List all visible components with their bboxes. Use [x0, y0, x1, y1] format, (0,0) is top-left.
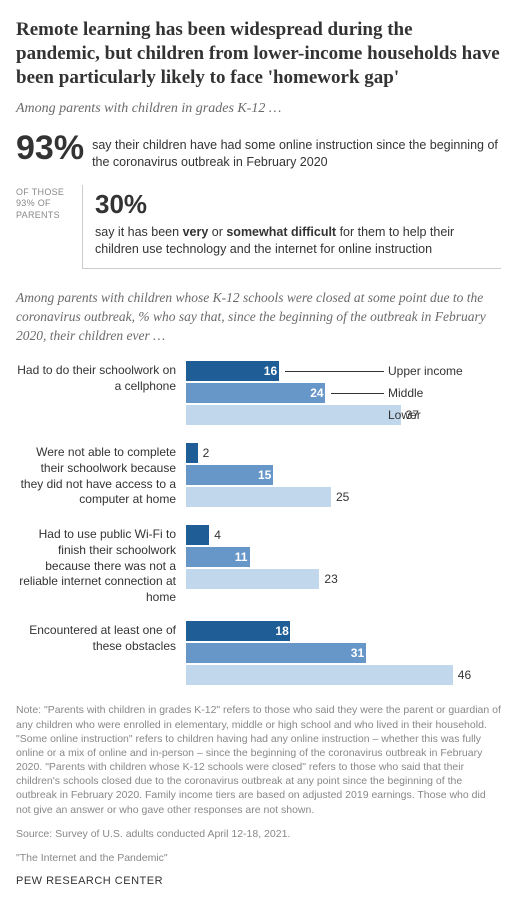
- bar-value: 25: [336, 490, 349, 504]
- bar-row: 4: [186, 525, 501, 545]
- bar-value: 18: [275, 624, 288, 638]
- stat-93-block: 93% say their children have had some onl…: [16, 131, 501, 171]
- bar-row: 18: [186, 621, 501, 641]
- bar-middle: [186, 383, 325, 403]
- project-text: "The Internet and the Pandemic": [16, 851, 501, 865]
- stat-30-block: OF THOSE 93% OF PARENTS 30% say it has b…: [16, 185, 501, 269]
- bar-value: 16: [264, 364, 277, 378]
- group-label: Encountered at least one of these obstac…: [16, 621, 186, 654]
- bar-lower: [186, 405, 401, 425]
- chart-intro: Among parents with children whose K-12 s…: [16, 289, 501, 346]
- bar-middle: [186, 643, 366, 663]
- subtitle: Among parents with children in grades K-…: [16, 101, 501, 117]
- stat-30-desc: say it has been very or somewhat difficu…: [95, 224, 501, 258]
- bar-row: 37Lower: [186, 405, 501, 425]
- bar-value: 23: [324, 572, 337, 586]
- legend-label-middle: Middle: [388, 386, 423, 400]
- bars-column: 4 11 23: [186, 525, 501, 591]
- bar-value: 31: [351, 646, 364, 660]
- bar-value: 46: [458, 668, 471, 682]
- bar-row: 46: [186, 665, 501, 685]
- legend-label-lower: Lower: [388, 408, 421, 422]
- bar-chart: Had to do their schoolwork on a cellphon…: [16, 361, 501, 687]
- chart-group: Had to use public Wi-Fi to finish their …: [16, 525, 501, 605]
- bar-lower: [186, 569, 319, 589]
- group-label: Had to do their schoolwork on a cellphon…: [16, 361, 186, 394]
- footer-org: PEW RESEARCH CENTER: [16, 875, 501, 887]
- bar-row: 25: [186, 487, 501, 507]
- bar-value: 4: [214, 528, 221, 542]
- bar-value: 15: [258, 468, 271, 482]
- note-text: Note: "Parents with children in grades K…: [16, 703, 501, 816]
- bar-lower: [186, 665, 453, 685]
- bars-column: 18 31 46: [186, 621, 501, 687]
- group-label: Had to use public Wi-Fi to finish their …: [16, 525, 186, 605]
- bar-row: 15: [186, 465, 501, 485]
- bar-row: 2: [186, 443, 501, 463]
- stat-93-desc: say their children have had some online …: [92, 131, 501, 171]
- bar-row: 24 Middle: [186, 383, 501, 403]
- legend-connector: [331, 393, 384, 394]
- bar-value: 24: [310, 386, 323, 400]
- chart-group: Had to do their schoolwork on a cellphon…: [16, 361, 501, 427]
- chart-group: Encountered at least one of these obstac…: [16, 621, 501, 687]
- bars-column: 16 Upper income 24 Middle 37Lower: [186, 361, 501, 427]
- bar-upper: [186, 443, 198, 463]
- legend-label-upper: Upper income: [388, 364, 463, 378]
- bar-row: 31: [186, 643, 501, 663]
- stat-30-value: 30%: [95, 189, 501, 220]
- chart-group: Were not able to complete their schoolwo…: [16, 443, 501, 509]
- bar-value: 2: [203, 446, 210, 460]
- bar-lower: [186, 487, 331, 507]
- bar-row: 23: [186, 569, 501, 589]
- group-label: Were not able to complete their schoolwo…: [16, 443, 186, 507]
- bars-column: 2 15 25: [186, 443, 501, 509]
- bar-value: 11: [235, 550, 248, 564]
- stat-93-value: 93%: [16, 131, 84, 165]
- legend-connector: [285, 371, 384, 372]
- source-text: Source: Survey of U.S. adults conducted …: [16, 827, 501, 841]
- bar-row: 11: [186, 547, 501, 567]
- bar-upper: [186, 525, 209, 545]
- title: Remote learning has been widespread duri…: [16, 18, 501, 89]
- of-those-label: OF THOSE 93% OF PARENTS: [16, 185, 72, 269]
- bar-row: 16 Upper income: [186, 361, 501, 381]
